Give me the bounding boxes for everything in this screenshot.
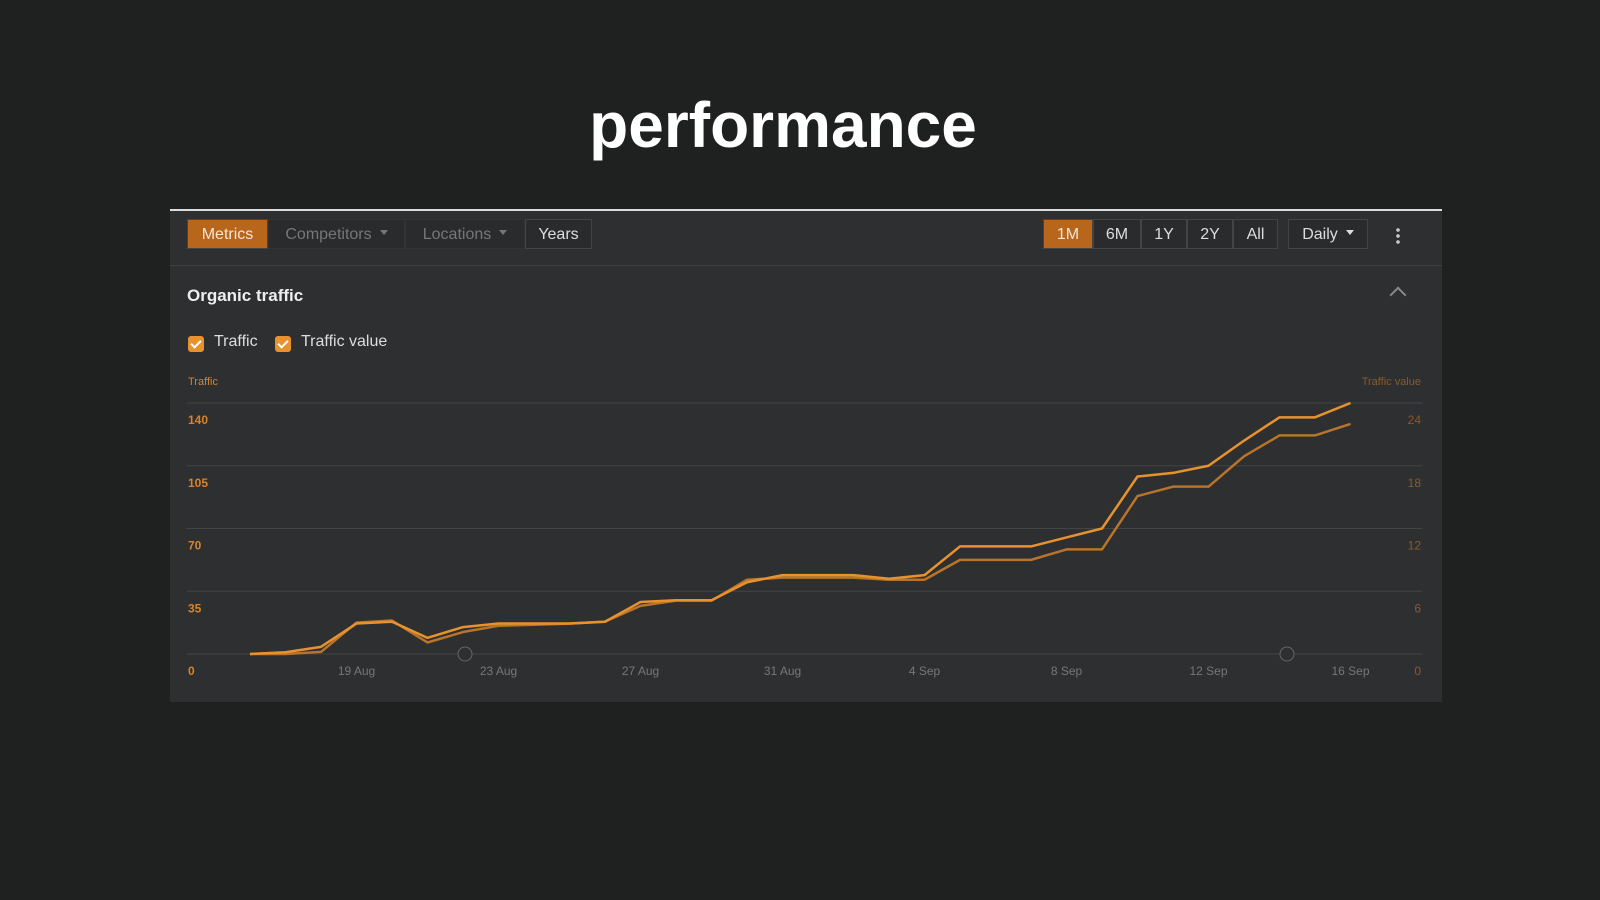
legend-label[interactable]: Traffic value — [301, 333, 388, 350]
y-tick-label: 0 — [188, 664, 195, 678]
button-label: All — [1246, 226, 1265, 243]
button-label: 1M — [1056, 226, 1080, 243]
legend-label[interactable]: Traffic — [214, 333, 258, 350]
toolbar-button[interactable]: Competitors — [268, 219, 405, 249]
y2-tick-label: 24 — [1408, 413, 1422, 427]
toolbar-button[interactable]: Locations — [405, 219, 525, 249]
toolbar-button[interactable]: 1M — [1043, 219, 1093, 249]
toolbar: Metrics Competitors Locations Years 1M 6M 1Y 2Y… — [170, 211, 1442, 266]
checkbox[interactable] — [275, 336, 291, 352]
x-tick-label: 27 Aug — [622, 664, 659, 678]
x-tick-label: 23 Aug — [480, 664, 517, 678]
toolbar-button[interactable]: All — [1233, 219, 1278, 249]
checkbox[interactable] — [188, 336, 204, 352]
x-tick-label: 16 Sep — [1331, 664, 1369, 678]
y-tick-label: 35 — [188, 601, 202, 615]
button-label: Competitors — [285, 226, 372, 243]
button-label: Years — [538, 226, 579, 243]
annotation-icon[interactable] — [457, 646, 473, 662]
x-tick-label: 19 Aug — [338, 664, 375, 678]
page-title: performance — [589, 89, 977, 161]
toolbar-button[interactable]: 2Y — [1187, 219, 1233, 249]
button-label: 2Y — [1200, 226, 1220, 243]
button-label: 1Y — [1154, 226, 1174, 243]
button-label: Metrics — [201, 226, 254, 243]
y2-axis-title: Traffic value — [1362, 376, 1421, 388]
y-axis-title: Traffic — [188, 376, 218, 388]
button-label: Daily — [1302, 226, 1338, 243]
x-tick-label: 4 Sep — [909, 664, 941, 678]
x-tick-label: 8 Sep — [1051, 664, 1083, 678]
button-label: 6M — [1105, 226, 1129, 243]
toolbar-button[interactable]: Daily — [1288, 219, 1368, 249]
toolbar-button[interactable]: 1Y — [1141, 219, 1187, 249]
button-label: Locations — [422, 226, 492, 243]
y2-tick-label: 0 — [1414, 664, 1421, 678]
x-tick-label: 31 Aug — [764, 664, 801, 678]
toolbar-button[interactable]: Years — [525, 219, 592, 249]
section-title: Organic traffic — [187, 286, 304, 305]
y2-tick-label: 6 — [1414, 601, 1421, 615]
toolbar-button[interactable]: 6M — [1093, 219, 1141, 249]
series-line — [250, 422, 1351, 656]
x-tick-label: 12 Sep — [1189, 664, 1227, 678]
y2-tick-label: 18 — [1408, 476, 1422, 490]
annotation-icon[interactable] — [1279, 646, 1295, 662]
toolbar-button[interactable]: Metrics — [187, 219, 268, 249]
more-menu[interactable] — [1396, 227, 1400, 245]
y-tick-label: 140 — [188, 413, 208, 427]
y-tick-label: 105 — [188, 476, 208, 490]
y2-tick-label: 12 — [1408, 539, 1422, 553]
panel: Metrics Competitors Locations Years 1M 6M 1Y 2Y… — [170, 209, 1442, 702]
series-line — [249, 401, 1351, 656]
y-tick-label: 70 — [188, 539, 202, 553]
